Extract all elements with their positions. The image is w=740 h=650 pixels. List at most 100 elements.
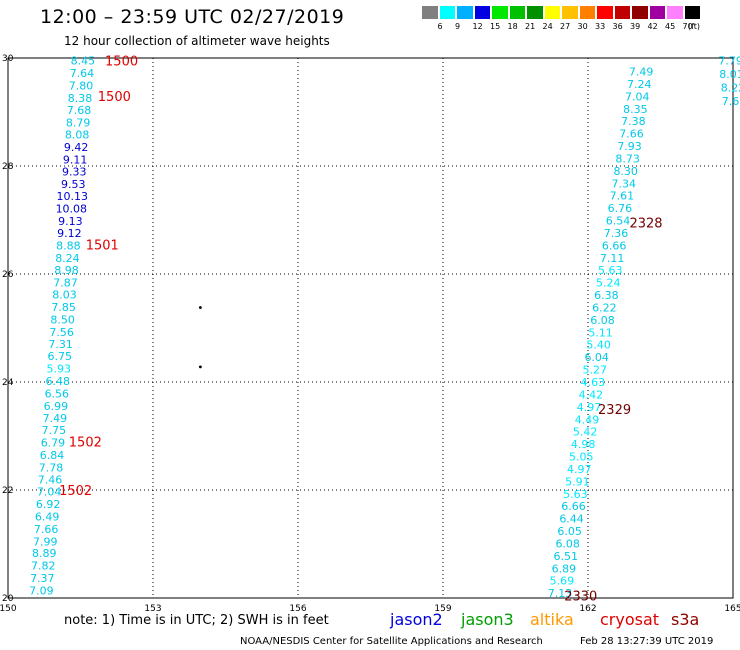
wave-height-value: 9.33: [62, 165, 87, 178]
legend-label: 15: [490, 22, 501, 31]
legend-swatch: [544, 6, 560, 19]
legend-label: 24: [542, 22, 553, 31]
wave-height-value: 6.05: [557, 525, 582, 538]
wave-height-value: 9.13: [58, 215, 83, 228]
wave-height-value: 5.42: [573, 426, 598, 439]
time-label: 2329: [598, 403, 631, 418]
wave-height-value: 7.46: [38, 474, 63, 487]
wave-height-value: 8.73: [615, 152, 640, 165]
wave-height-value: 7.66: [34, 523, 59, 536]
legend-label: 33: [595, 22, 606, 31]
wave-height-value: 6.89: [552, 562, 577, 575]
legend-swatch: [474, 6, 490, 19]
wave-height-value: 7.80: [69, 80, 94, 93]
wave-height-value: 6.75: [47, 350, 72, 363]
wave-height-value: 6.66: [561, 500, 586, 513]
wave-height-value: 7.09: [29, 584, 54, 597]
time-label: 1500: [98, 90, 131, 105]
wave-height-value: 5.93: [47, 363, 72, 376]
legend-unit: (ft): [688, 22, 701, 31]
wave-height-value: 6.51: [554, 550, 579, 563]
wave-height-value: 8.45: [71, 55, 96, 68]
wave-height-value: 8.38: [68, 92, 93, 105]
legend-label: 9: [455, 22, 461, 31]
legend-swatch: [492, 6, 508, 19]
y-tick-label: 28: [2, 162, 14, 172]
wave-height-value: 7.56: [49, 326, 74, 339]
legend-swatch: [614, 6, 630, 19]
wave-height-value: 6.92: [36, 498, 61, 511]
wave-height-value: 9.53: [61, 178, 86, 191]
time-label: 1502: [59, 484, 92, 499]
wave-height-value: 6.56: [45, 387, 70, 400]
map-frame: [7, 57, 734, 599]
wave-height-value: 8.88: [56, 239, 81, 252]
wave-height-value: 8.50: [50, 313, 75, 326]
wave-height-value: 5.27: [583, 364, 608, 377]
wave-height-value: 8.89: [32, 547, 57, 560]
wave-height-value: 5.91: [565, 475, 590, 488]
wave-height-value: 6.38: [594, 289, 619, 302]
wave-height-value: 5.63: [563, 488, 588, 501]
legend-label: 42: [647, 22, 658, 31]
wave-height-value: 4.97: [577, 401, 602, 414]
wave-height-value: 7.87: [53, 277, 78, 290]
wave-height-value: 7.68: [67, 104, 92, 117]
wave-height-value: 7.99: [33, 535, 58, 548]
wave-height-value: 6.99: [44, 400, 69, 413]
satellite-jason3: jason3: [461, 610, 514, 629]
wave-height-value: 7.93: [617, 140, 642, 153]
wave-height-value: 6.84: [40, 449, 65, 462]
x-tick-label: 162: [579, 604, 596, 614]
wave-height-value: 6.04: [584, 351, 609, 364]
time-label: 2328: [629, 217, 662, 232]
wave-height-value: 6.76: [608, 202, 633, 215]
wave-height-value: 6.08: [555, 537, 580, 550]
map-dot: [198, 365, 202, 369]
legend-swatch: [579, 6, 595, 19]
note-text: note: 1) Time is in UTC; 2) SWH is in fe…: [64, 613, 329, 628]
legend-label: 36: [612, 22, 623, 31]
wave-height-value: 7.49: [629, 66, 654, 79]
wave-height-value: 8.24: [55, 252, 80, 265]
map-dot: [198, 306, 202, 309]
legend-label: 45: [665, 22, 676, 31]
wave-height-value: 9.12: [57, 227, 82, 240]
wave-height-value: 6.44: [559, 513, 584, 526]
wave-height-value: 5.24: [596, 277, 621, 290]
legend-label: 21: [525, 22, 536, 31]
x-tick-label: 150: [0, 604, 17, 614]
legend-label: 6: [437, 22, 443, 31]
legend-label: 12: [472, 22, 483, 31]
satellite-s3a: s3a: [671, 610, 700, 629]
wave-height-value: 6.22: [592, 301, 617, 314]
wave-height-value: 8.08: [65, 129, 90, 142]
wave-height-value: 5.69: [550, 575, 575, 588]
y-tick-label: 20: [2, 594, 14, 604]
wave-height-value: 9.11: [63, 154, 88, 167]
wave-height-value: 7.38: [621, 115, 646, 128]
x-tick-label: 159: [434, 604, 451, 614]
y-tick-label: 22: [2, 486, 13, 496]
wave-height-value: 5.11: [588, 326, 613, 339]
wave-height-value: 7.37: [30, 572, 55, 585]
legend-swatch: [597, 6, 613, 19]
legend-label: 30: [577, 22, 588, 31]
legend-swatch: [632, 6, 648, 19]
wave-height-value: 7.69: [722, 95, 740, 108]
legend-swatch: [422, 6, 438, 19]
wave-height-value: 8.30: [613, 165, 638, 178]
x-tick-label: 156: [289, 604, 306, 614]
wave-height-value: 7.49: [43, 412, 68, 425]
wave-height-value: 6.49: [35, 510, 60, 523]
page-subtitle: 12 hour collection of altimeter wave hei…: [64, 34, 330, 48]
wave-height-value: 7.79: [718, 55, 740, 68]
x-tick-label: 165: [724, 604, 740, 614]
wave-height-value: 4.63: [581, 376, 606, 389]
page-title: 12:00 – 23:59 UTC 02/27/2019: [40, 6, 345, 28]
wave-height-value: 5.40: [586, 339, 611, 352]
wave-height-value: 7.82: [31, 560, 56, 573]
wave-height-value: 4.98: [571, 438, 596, 451]
wave-height-value: 4.97: [567, 463, 592, 476]
